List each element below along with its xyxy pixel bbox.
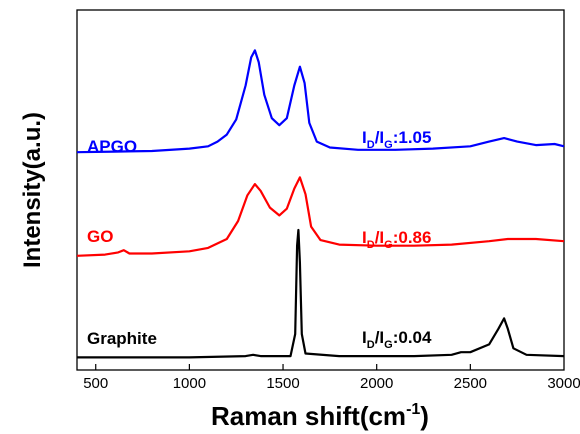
ratio-annotation-go: ID/IG:0.86: [362, 228, 431, 251]
x-tick-label: 1500: [266, 375, 299, 392]
x-tick-label: 500: [83, 375, 108, 392]
series-label-apgo: APGO: [87, 137, 137, 156]
x-tick-label: 1000: [173, 375, 206, 392]
plot-frame: [76, 9, 565, 371]
series-line-go: [76, 176, 565, 257]
x-tick-label: 2500: [454, 375, 487, 392]
x-tick-label: 3000: [547, 375, 580, 392]
y-axis-title: Intensity(a.u.): [19, 112, 46, 268]
x-axis-title-sup: -1: [406, 401, 420, 418]
series-label-graphite: Graphite: [87, 329, 157, 348]
ratio-annotation-apgo: ID/IG:1.05: [362, 128, 431, 151]
series-line-graphite: [77, 228, 565, 359]
ratio-annotation-graphite: ID/IG:0.04: [362, 328, 432, 351]
x-axis-title: Raman shift(cm-1): [211, 401, 429, 431]
series-labels: APGO ID/IG:1.05 GO ID/IG:0.86 Graphite ID/IG:…: [87, 128, 432, 351]
x-tick-label: 2000: [360, 375, 393, 392]
series-label-go: GO: [87, 227, 113, 246]
series-lines: [76, 49, 565, 359]
series-line-apgo: [76, 49, 565, 154]
x-axis-ticks: 500 1000 1500 2000 2500 3000: [83, 364, 580, 392]
